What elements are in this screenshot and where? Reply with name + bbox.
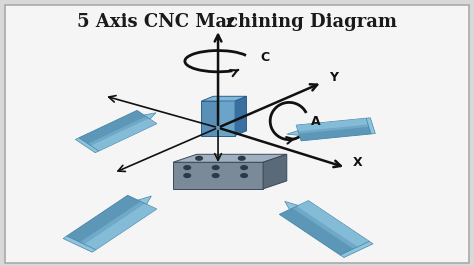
Polygon shape bbox=[91, 118, 157, 151]
Polygon shape bbox=[79, 110, 157, 151]
Text: C: C bbox=[261, 51, 270, 64]
Polygon shape bbox=[296, 118, 371, 141]
Polygon shape bbox=[201, 101, 235, 136]
Polygon shape bbox=[279, 208, 353, 255]
Circle shape bbox=[241, 174, 247, 177]
Polygon shape bbox=[297, 201, 369, 247]
Polygon shape bbox=[84, 203, 157, 250]
Polygon shape bbox=[67, 195, 157, 250]
Text: Z: Z bbox=[225, 16, 234, 30]
Polygon shape bbox=[263, 154, 287, 189]
Polygon shape bbox=[235, 96, 246, 136]
Circle shape bbox=[212, 174, 219, 177]
FancyBboxPatch shape bbox=[5, 5, 469, 263]
Polygon shape bbox=[201, 96, 246, 101]
Polygon shape bbox=[299, 127, 371, 141]
Polygon shape bbox=[173, 162, 263, 189]
Circle shape bbox=[196, 156, 202, 160]
Polygon shape bbox=[296, 118, 368, 131]
Polygon shape bbox=[67, 195, 141, 242]
Circle shape bbox=[238, 156, 245, 160]
Text: A: A bbox=[310, 115, 320, 128]
Polygon shape bbox=[366, 118, 375, 134]
Polygon shape bbox=[285, 201, 298, 210]
Circle shape bbox=[184, 174, 191, 177]
Text: 5 Axis CNC Machining Diagram: 5 Axis CNC Machining Diagram bbox=[77, 13, 397, 31]
Polygon shape bbox=[340, 241, 373, 257]
Polygon shape bbox=[287, 131, 300, 135]
Polygon shape bbox=[79, 110, 146, 144]
Polygon shape bbox=[218, 101, 235, 136]
Polygon shape bbox=[75, 138, 99, 153]
Polygon shape bbox=[138, 196, 151, 204]
Circle shape bbox=[184, 166, 191, 169]
Text: X: X bbox=[353, 156, 363, 169]
Polygon shape bbox=[173, 154, 287, 162]
Polygon shape bbox=[279, 201, 369, 255]
Polygon shape bbox=[63, 236, 96, 252]
Circle shape bbox=[212, 166, 219, 169]
Polygon shape bbox=[144, 113, 156, 119]
Text: Y: Y bbox=[329, 71, 338, 84]
Circle shape bbox=[241, 166, 247, 169]
